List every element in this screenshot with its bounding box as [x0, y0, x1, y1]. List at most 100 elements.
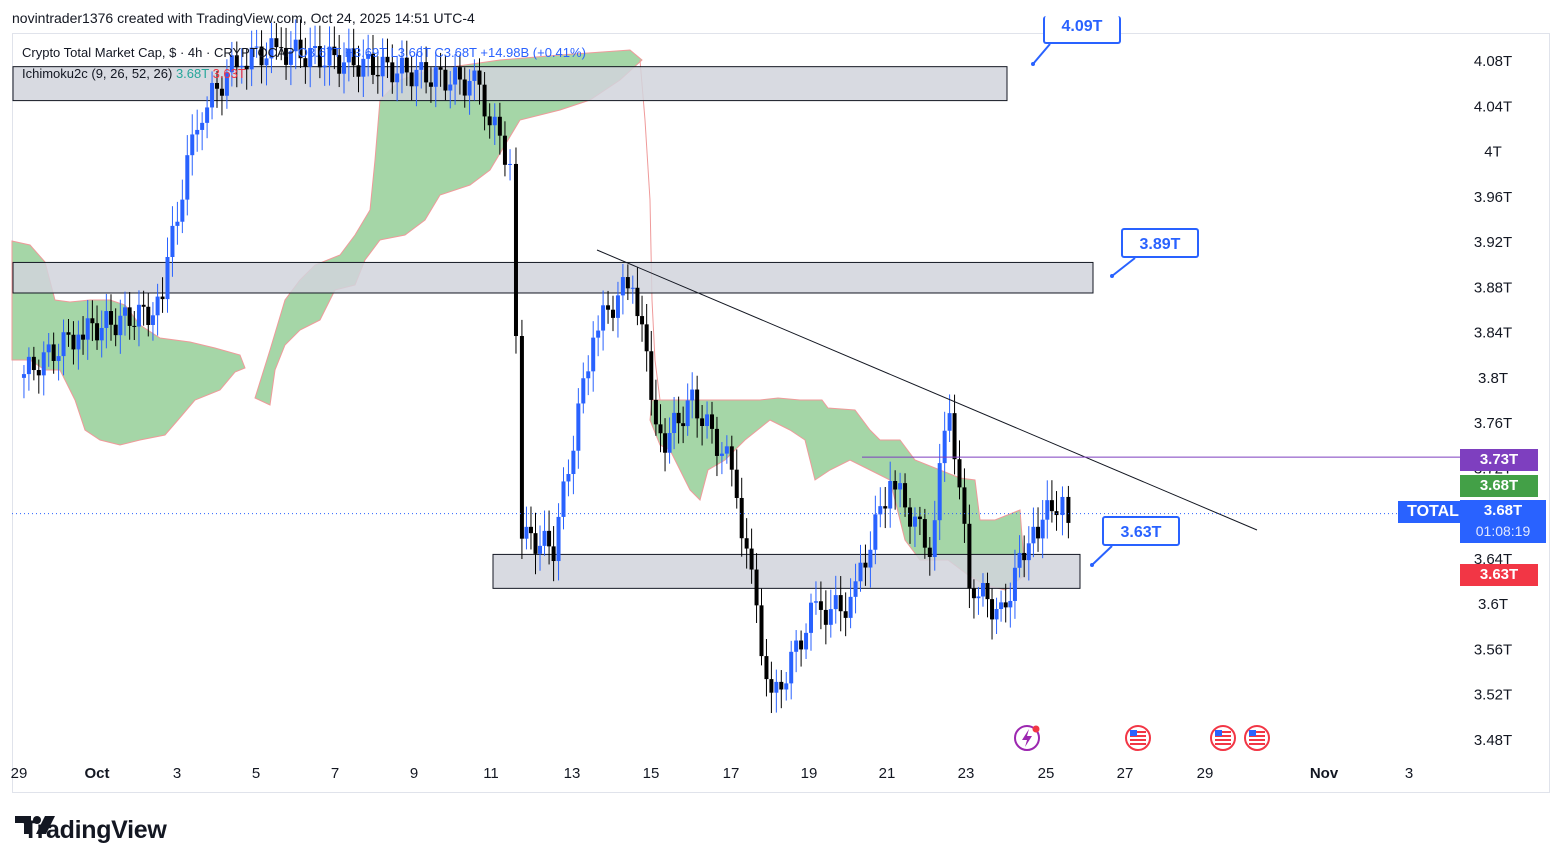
candle-body: [502, 135, 507, 165]
zone-1: [12, 66, 1008, 102]
candle: [863, 544, 868, 586]
candle-body: [380, 56, 385, 77]
price-axis[interactable]: 4.08T 4.04T 4T 3.96T 3.92T 3.88T 3.84T 3.8T 3.76…: [1474, 53, 1512, 749]
symbol-tag: TOTAL: [1398, 501, 1468, 523]
us-flag-icon[interactable]: [1244, 725, 1270, 751]
us-flag-icon[interactable]: [1210, 725, 1236, 751]
candle: [1054, 491, 1059, 531]
candle: [472, 59, 477, 101]
candle: [672, 396, 677, 450]
price-axis-tick: 3.76T: [1474, 415, 1512, 432]
candle-body: [705, 414, 710, 427]
legend-symbol: Crypto Total Market Cap, $ · 4h · CRYPTO…: [22, 45, 295, 60]
candle-body: [395, 73, 400, 83]
candle-body: [66, 332, 71, 335]
callout-low[interactable]: 3.63T: [1102, 516, 1180, 546]
candle: [81, 316, 86, 355]
candle-body: [375, 74, 380, 77]
candle-body: [190, 134, 195, 156]
callout-mid-pointer: [1111, 257, 1136, 277]
candle: [229, 41, 234, 87]
candle-body: [809, 602, 813, 633]
candle-body: [828, 609, 833, 625]
callout-top[interactable]: 4.09T: [1043, 16, 1121, 44]
candle: [967, 504, 972, 609]
time-axis-tick: 21: [879, 765, 896, 782]
candle-body: [150, 315, 155, 325]
candle: [809, 593, 813, 651]
time-axis-tick: 9: [410, 765, 418, 782]
candle: [346, 28, 351, 82]
callout-mid[interactable]: 3.89T: [1121, 228, 1199, 258]
candle-body: [700, 418, 705, 427]
candle: [769, 661, 774, 714]
tradingview-brand[interactable]: TradingView: [15, 814, 167, 846]
price-axis-tick: 3.92T: [1474, 234, 1512, 251]
price-axis-tick: 4.04T: [1474, 98, 1512, 115]
candle-body: [457, 67, 462, 80]
candle: [524, 506, 529, 550]
candle-body: [690, 389, 695, 401]
candle-body: [794, 640, 799, 652]
candle-body: [90, 318, 95, 324]
candle-body: [472, 70, 477, 81]
candle-body: [492, 116, 497, 126]
candle: [99, 310, 104, 358]
candle-body: [596, 330, 601, 338]
candle-body: [606, 305, 611, 310]
candle-body: [21, 374, 26, 378]
candle: [462, 67, 467, 108]
price-tag-green: 3.68T: [1460, 475, 1538, 497]
candle: [888, 461, 893, 528]
candle: [508, 149, 513, 181]
candle-body: [744, 538, 749, 549]
candle-body: [132, 325, 137, 327]
candle-body: [185, 155, 190, 200]
candle-body: [729, 446, 734, 470]
cloud-segment-2: [254, 49, 643, 406]
candle: [118, 299, 123, 354]
candle-body: [1012, 567, 1017, 601]
candle: [971, 579, 976, 619]
candle-body: [160, 296, 165, 300]
candle: [215, 70, 219, 108]
candle: [160, 277, 165, 313]
candle: [1031, 507, 1036, 558]
candle-body: [719, 453, 724, 456]
time-axis-tick: 3: [1405, 765, 1413, 782]
legend-ichimoku-span-b: 3.63T: [212, 66, 246, 81]
candle-body: [104, 311, 109, 328]
chart-attribution: novintrader1376 created with TradingView…: [12, 10, 475, 26]
candle: [428, 67, 433, 103]
candle-body: [26, 356, 31, 375]
candle: [165, 237, 170, 313]
candle-body: [667, 433, 672, 453]
candle-body: [547, 530, 552, 547]
candle-body: [424, 62, 429, 83]
candle: [31, 346, 36, 381]
candle: [109, 294, 114, 341]
candle-body: [180, 199, 185, 222]
candle: [749, 528, 754, 584]
candle-body: [254, 46, 259, 48]
candle-body: [293, 39, 298, 52]
candle-body: [36, 370, 41, 376]
candle-body: [361, 58, 366, 77]
candle: [414, 53, 419, 107]
time-axis-tick: 15: [643, 765, 660, 782]
candle-body: [71, 334, 76, 350]
candle: [190, 114, 195, 176]
candle-body: [351, 48, 356, 66]
time-axis[interactable]: 29 Oct 3 5 7 9 11 13 15 17 19 21 23 25 27 29 Nov 3: [11, 765, 1414, 782]
us-flag-icon[interactable]: [1125, 725, 1151, 751]
candle: [519, 319, 524, 559]
candle-body: [249, 47, 254, 70]
candle-body: [85, 318, 90, 340]
candle: [630, 275, 635, 304]
candle: [640, 295, 645, 342]
candle-body: [769, 679, 774, 693]
candle: [457, 54, 462, 95]
lightning-event-icon[interactable]: [1014, 725, 1040, 751]
